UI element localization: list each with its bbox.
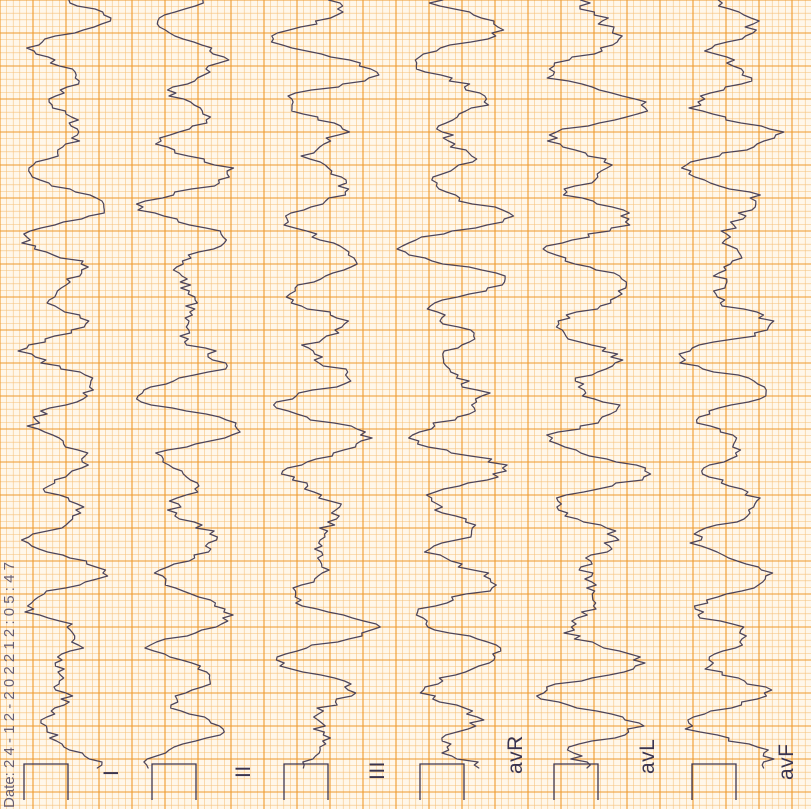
lead-label-avf: avF — [775, 743, 798, 780]
ecg-trace-2 — [135, 0, 241, 769]
calibration-pulses — [23, 763, 737, 800]
ecg-trace-3 — [270, 0, 381, 769]
calibration-pulse-1 — [23, 763, 69, 800]
calibration-pulse-4 — [419, 763, 465, 800]
lead-label-iii: III — [366, 760, 389, 780]
ecg-trace-5 — [536, 0, 652, 769]
calibration-pulse-3 — [283, 763, 329, 800]
recording-date-header: Date: 2 4 - 1 2 - 2 0 2 2 1 2 : 0 5 : 4 … — [1, 562, 18, 808]
lead-label-avr: avR — [504, 735, 527, 774]
ecg-trace-6 — [678, 0, 785, 769]
ecg-trace-1 — [17, 0, 112, 769]
lead-label-i: I — [100, 769, 123, 776]
calibration-pulse-5 — [553, 763, 599, 800]
calibration-pulse-6 — [691, 763, 737, 800]
ecg-traces — [17, 0, 785, 769]
lead-label-ii: II — [232, 765, 255, 778]
ecg-trace-4 — [396, 0, 515, 769]
lead-label-avl: avL — [636, 738, 659, 774]
calibration-pulse-2 — [151, 763, 197, 800]
